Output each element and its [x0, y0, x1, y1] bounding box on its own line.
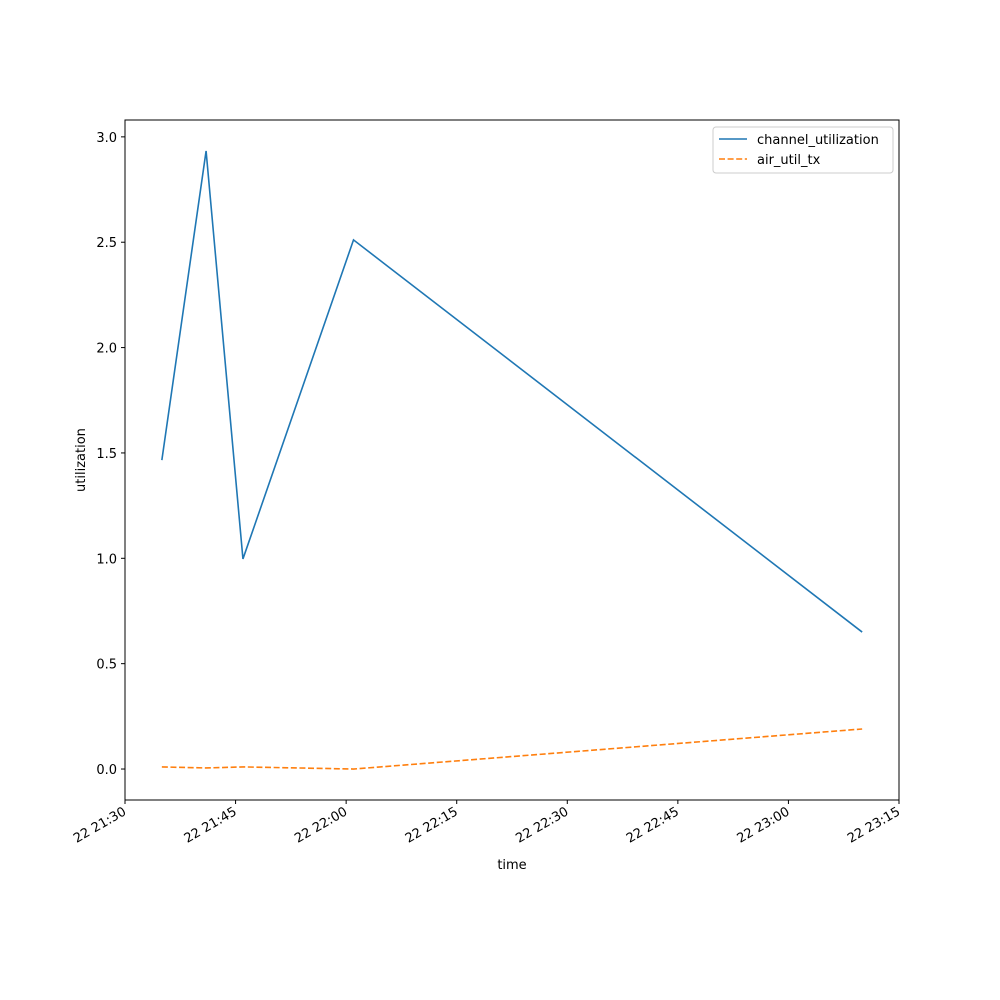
x-tick-label: 22 22:00 [292, 804, 350, 846]
y-tick-label: 2.5 [96, 236, 117, 251]
x-tick-label: 22 23:00 [735, 804, 793, 846]
x-tick-label: 22 22:45 [624, 804, 682, 846]
y-tick-label: 0.5 [96, 658, 117, 673]
y-axis-label: utilization [74, 428, 89, 492]
legend-box [712, 126, 894, 174]
plot-frame [124, 119, 900, 801]
legend-label: air_util_tx [757, 153, 821, 168]
legend-label: channel_utilization [757, 133, 879, 148]
line-series [161, 728, 863, 770]
y-tick-label: 3.0 [96, 131, 117, 146]
y-tick-label: 0.0 [96, 763, 117, 778]
x-tick-label: 22 21:45 [182, 804, 240, 846]
x-tick-label: 22 21:30 [71, 804, 129, 846]
y-tick-label: 2.0 [96, 342, 117, 357]
line-series [161, 150, 863, 633]
y-tick-label: 1.5 [96, 447, 117, 462]
y-tick-label: 1.0 [96, 552, 117, 567]
x-tick-label: 22 22:30 [513, 804, 571, 846]
x-axis-label: time [497, 858, 526, 873]
x-tick-label: 22 23:15 [845, 804, 903, 846]
x-tick-label: 22 22:15 [403, 804, 461, 846]
